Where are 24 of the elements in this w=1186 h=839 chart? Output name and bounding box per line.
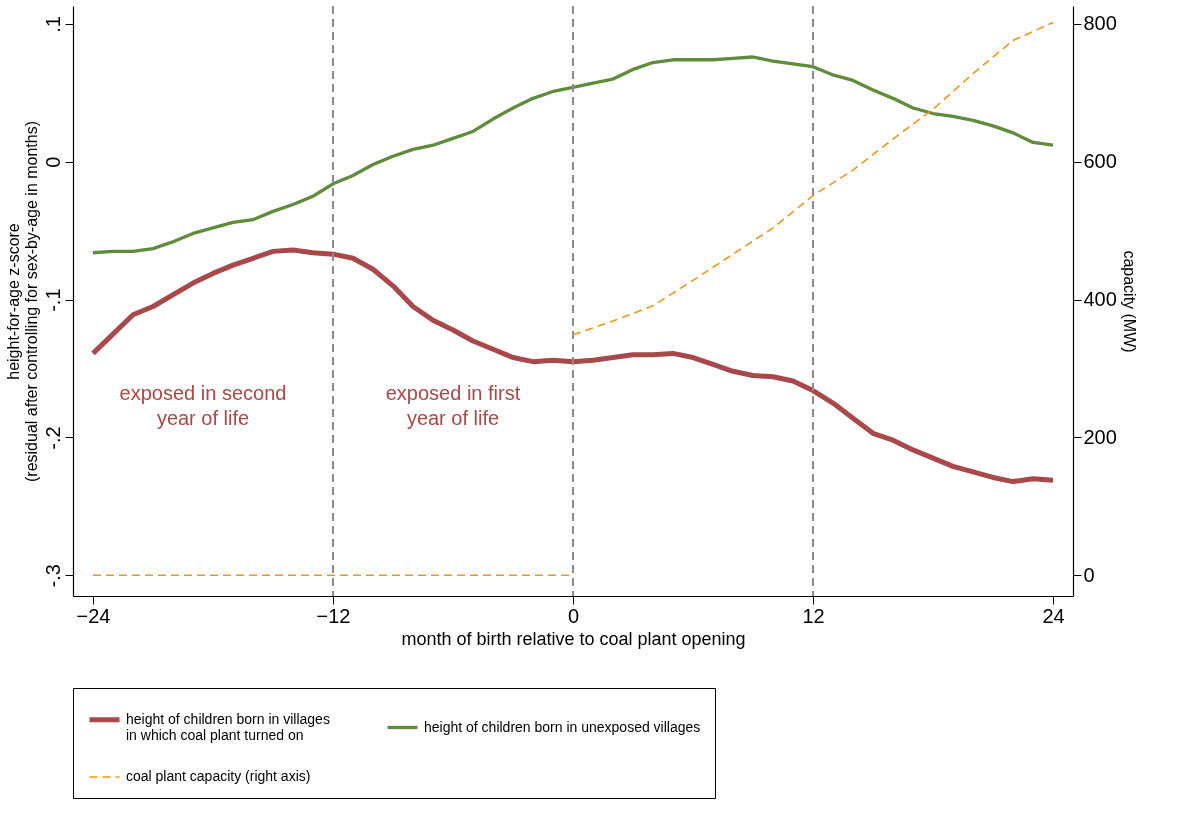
x-axis-title: month of birth relative to coal plant opening <box>401 628 746 649</box>
y-tick-label: -.3 <box>41 564 64 588</box>
x-tick-label: 24 <box>1042 604 1065 627</box>
y2-tick-label: 600 <box>1083 150 1117 173</box>
y-axis-title: height-for-age z-score (residual after controlling for sex-by-age in months) <box>4 120 40 483</box>
annotation: exposed in first year of life <box>385 381 521 429</box>
y2-tick-label: 200 <box>1083 425 1117 448</box>
x-tick-label: 0 <box>567 604 580 627</box>
y-tick-label: -.1 <box>41 288 64 312</box>
legend-label: height of children born in unexposed villages <box>424 718 701 735</box>
y-tick-label: -.2 <box>41 426 64 450</box>
x-tick-label: −12 <box>316 604 351 627</box>
line-series <box>91 55 1055 255</box>
x-tick-label: 12 <box>802 604 825 627</box>
legend-label: coal plant capacity (right axis) <box>126 768 311 784</box>
annotation: exposed in second year of life <box>119 381 287 429</box>
y2-tick-label: 800 <box>1083 12 1117 35</box>
y2-tick-label: 0 <box>1083 563 1095 586</box>
y2-tick-label: 400 <box>1083 288 1117 311</box>
x-tick-label: −24 <box>76 604 111 627</box>
y2-axis-title: capacity (MW) <box>1120 250 1138 353</box>
y-tick-label: .1 <box>41 16 64 33</box>
y-tick-label: 0 <box>41 156 64 168</box>
legend-label: height of children born in villages in which coal plant turned on <box>126 710 330 743</box>
